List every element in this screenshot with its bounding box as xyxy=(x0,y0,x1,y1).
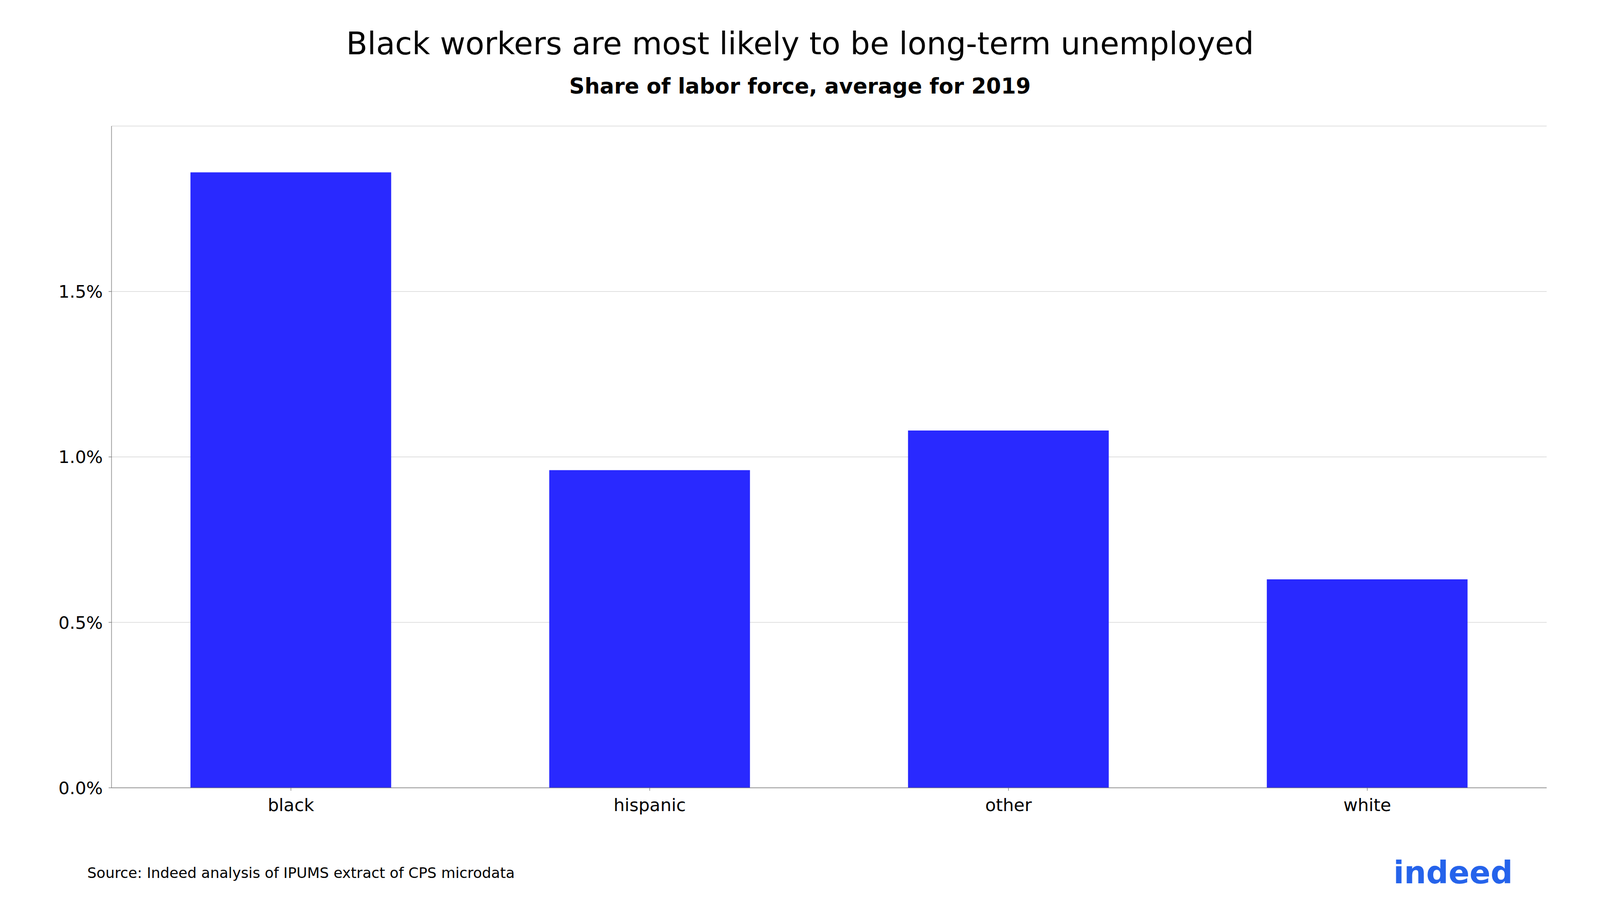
svg-text:1.0%: 1.0% xyxy=(58,447,103,467)
html-text:Share of labor force, average: Share of labor force, average for 2019 xyxy=(569,73,1031,99)
svg-text:white: white xyxy=(1343,795,1392,816)
html-text:indeed: indeed xyxy=(1393,854,1513,891)
svg-text:hispanic: hispanic xyxy=(613,795,686,816)
html-text:Black workers are most likely: Black workers are most likely to be long… xyxy=(346,25,1254,62)
svg-text:other: other xyxy=(985,795,1032,816)
svg-text:1.5%: 1.5% xyxy=(58,281,103,302)
html-text:Source: Indeed analysis of IPU: Source: Indeed analysis of IPUMS extract… xyxy=(87,864,515,882)
svg-text:black: black xyxy=(267,795,315,816)
svg-text:0.5%: 0.5% xyxy=(58,612,103,633)
svg-text:0.0%: 0.0% xyxy=(58,778,103,799)
